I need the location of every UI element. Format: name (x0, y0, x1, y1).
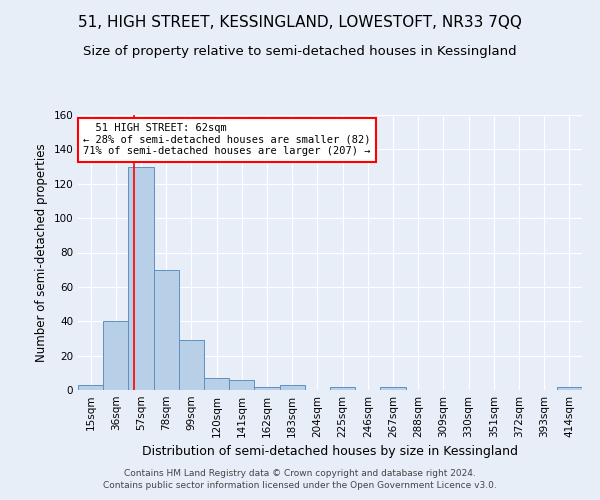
Bar (380, 386, 406, 390)
Bar (179, 340, 204, 390)
X-axis label: Distribution of semi-detached houses by size in Kessingland: Distribution of semi-detached houses by … (142, 446, 518, 458)
Bar (128, 166, 154, 390)
Text: 51 HIGH STREET: 62sqm
← 28% of semi-detached houses are smaller (82)
71% of semi: 51 HIGH STREET: 62sqm ← 28% of semi-deta… (83, 123, 371, 156)
Bar (154, 270, 179, 390)
Bar (204, 378, 229, 390)
Text: 51, HIGH STREET, KESSINGLAND, LOWESTOFT, NR33 7QQ: 51, HIGH STREET, KESSINGLAND, LOWESTOFT,… (78, 15, 522, 30)
Y-axis label: Number of semi-detached properties: Number of semi-detached properties (35, 143, 48, 362)
Text: Size of property relative to semi-detached houses in Kessingland: Size of property relative to semi-detach… (83, 45, 517, 58)
Bar (280, 385, 305, 390)
Bar (78, 385, 103, 390)
Text: Contains HM Land Registry data © Crown copyright and database right 2024.
Contai: Contains HM Land Registry data © Crown c… (103, 468, 497, 490)
Bar (103, 322, 128, 390)
Bar (330, 386, 355, 390)
Bar (254, 386, 280, 390)
Bar (229, 380, 254, 390)
Bar (557, 386, 582, 390)
